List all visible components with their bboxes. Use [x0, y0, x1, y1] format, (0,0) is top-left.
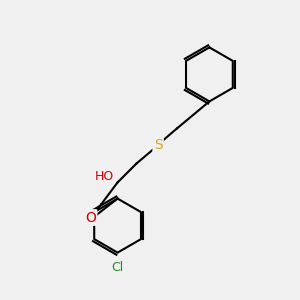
Text: S: S: [154, 138, 163, 152]
Text: O: O: [85, 211, 96, 224]
Text: HO: HO: [94, 170, 114, 184]
Text: Cl: Cl: [112, 261, 124, 274]
